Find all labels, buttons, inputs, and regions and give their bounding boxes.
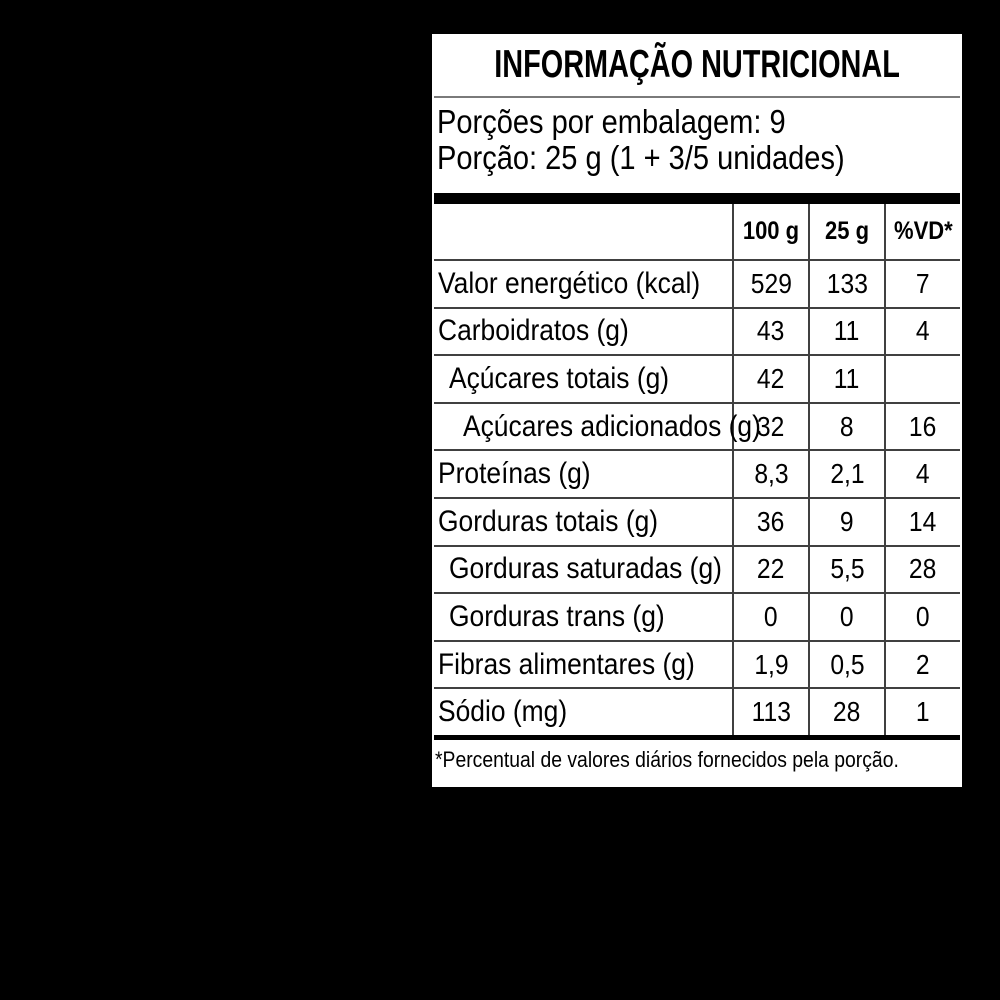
table-row: Gorduras totais (g) 36 9 14 xyxy=(434,496,960,545)
header-per-100g: 100 g xyxy=(732,204,808,259)
value-per-100g: 42 xyxy=(732,356,808,402)
nutrient-name: Gorduras trans (g) xyxy=(449,599,665,633)
table-header-row: 100 g 25 g %VD* xyxy=(434,204,960,259)
header-percent-vd: %VD* xyxy=(884,204,960,259)
value-percent-vd: 7 xyxy=(884,261,960,307)
nutrient-name-cell: Açúcares adicionados (g) xyxy=(434,404,761,450)
value-percent-vd xyxy=(884,356,960,402)
value-percent-vd: 28 xyxy=(884,546,960,593)
nutrient-name-cell: Gorduras saturadas (g) xyxy=(434,547,732,593)
value-per-25g: 2,1 xyxy=(808,451,884,497)
table-row: Açúcares totais (g) 42 11 xyxy=(434,354,960,402)
nutrient-name: Carboidratos (g) xyxy=(438,314,629,348)
value-per-100g: 1,9 xyxy=(732,641,808,688)
table-row: Gorduras saturadas (g) 22 5,5 28 xyxy=(434,544,960,593)
value-per-100g: 0 xyxy=(732,594,808,640)
nutrient-name: Fibras alimentares (g) xyxy=(438,647,695,681)
value-percent-vd: 4 xyxy=(884,451,960,497)
header-per-25g: 25 g xyxy=(808,204,884,259)
value-per-25g: 11 xyxy=(808,356,884,402)
value-percent-vd: 1 xyxy=(884,689,960,735)
value-per-25g: 0 xyxy=(808,594,884,640)
nutrient-name-cell: Gorduras totais (g) xyxy=(434,499,732,545)
value-percent-vd: 16 xyxy=(884,403,960,450)
nutrition-table: 100 g 25 g %VD* Valor energético (kcal) … xyxy=(434,204,960,740)
table-row: Fibras alimentares (g) 1,9 0,5 2 xyxy=(434,639,960,688)
portion-size: Porção: 25 g (1 + 3/5 unidades) xyxy=(437,139,845,176)
value-percent-vd: 2 xyxy=(884,641,960,688)
nutrient-name-cell: Proteínas (g) xyxy=(434,451,732,497)
servings-per-package: Porções por embalagem: 9 xyxy=(437,103,786,140)
value-per-25g: 0,5 xyxy=(808,641,884,688)
nutrient-name: Proteínas (g) xyxy=(438,457,591,491)
nutrient-name: Gorduras saturadas (g) xyxy=(449,552,722,586)
nutrient-name-cell: Valor energético (kcal) xyxy=(434,261,732,307)
table-row: Açúcares adicionados (g) 32 8 16 xyxy=(434,401,960,450)
nutrient-name-cell: Açúcares totais (g) xyxy=(434,356,732,402)
value-percent-vd: 14 xyxy=(884,498,960,545)
serving-info: Porções por embalagem: 9 Porção: 25 g (1… xyxy=(437,104,960,176)
nutrient-name-cell: Gorduras trans (g) xyxy=(434,594,732,640)
value-per-100g: 113 xyxy=(732,689,808,735)
nutrient-name: Sódio (mg) xyxy=(438,695,568,729)
value-per-25g: 9 xyxy=(808,498,884,545)
value-per-100g: 22 xyxy=(732,546,808,593)
table-row: Sódio (mg) 113 28 1 xyxy=(434,687,960,735)
value-per-25g: 133 xyxy=(808,261,884,307)
table-row: Gorduras trans (g) 0 0 0 xyxy=(434,592,960,640)
value-per-25g: 8 xyxy=(808,403,884,450)
nutrient-name: Valor energético (kcal) xyxy=(438,266,701,300)
table-row: Proteínas (g) 8,3 2,1 4 xyxy=(434,449,960,497)
value-per-100g: 36 xyxy=(732,498,808,545)
panel-title-text: INFORMAÇÃO NUTRICIONAL xyxy=(494,43,900,86)
value-percent-vd: 4 xyxy=(884,308,960,355)
nutrient-name: Açúcares totais (g) xyxy=(449,361,670,395)
value-per-100g: 8,3 xyxy=(732,451,808,497)
nutrient-name: Açúcares adicionados (g) xyxy=(463,409,761,443)
table-row: Valor energético (kcal) 529 133 7 xyxy=(434,259,960,307)
value-per-100g: 529 xyxy=(732,261,808,307)
table-row: Carboidratos (g) 43 11 4 xyxy=(434,306,960,355)
value-percent-vd: 0 xyxy=(884,594,960,640)
value-per-100g: 32 xyxy=(732,403,808,450)
panel-title: INFORMAÇÃO NUTRICIONAL xyxy=(432,34,962,96)
nutrition-facts-panel: INFORMAÇÃO NUTRICIONAL Porções por embal… xyxy=(429,31,965,790)
value-per-25g: 5,5 xyxy=(808,546,884,593)
nutrient-name-cell: Sódio (mg) xyxy=(434,689,732,735)
table-body: Valor energético (kcal) 529 133 7 Carboi… xyxy=(434,259,960,735)
nutrient-name: Gorduras totais (g) xyxy=(438,504,659,538)
value-per-25g: 28 xyxy=(808,689,884,735)
footnote: *Percentual de valores diários fornecido… xyxy=(435,746,899,772)
nutrient-name-cell: Carboidratos (g) xyxy=(434,309,732,355)
value-per-25g: 11 xyxy=(808,308,884,355)
value-per-100g: 43 xyxy=(732,308,808,355)
header-empty-cell xyxy=(434,204,732,259)
nutrient-name-cell: Fibras alimentares (g) xyxy=(434,642,732,688)
thick-divider-top xyxy=(434,193,960,204)
title-divider xyxy=(434,96,960,98)
